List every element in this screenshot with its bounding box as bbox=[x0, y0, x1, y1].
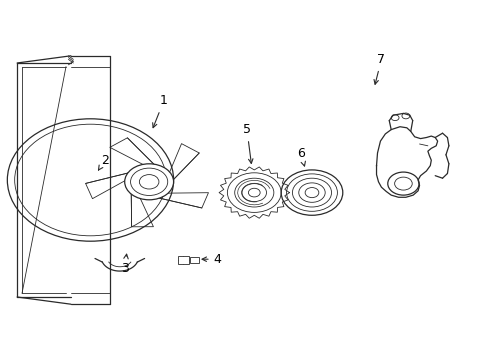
Text: 7: 7 bbox=[373, 53, 385, 84]
Bar bbox=[177, 256, 189, 264]
Text: 5: 5 bbox=[243, 123, 252, 163]
Text: 3: 3 bbox=[121, 254, 128, 275]
Circle shape bbox=[124, 164, 173, 200]
Bar bbox=[190, 257, 199, 263]
Text: 2: 2 bbox=[98, 154, 109, 170]
Text: 4: 4 bbox=[202, 253, 221, 266]
Text: 6: 6 bbox=[296, 147, 305, 166]
Text: 1: 1 bbox=[152, 94, 167, 128]
